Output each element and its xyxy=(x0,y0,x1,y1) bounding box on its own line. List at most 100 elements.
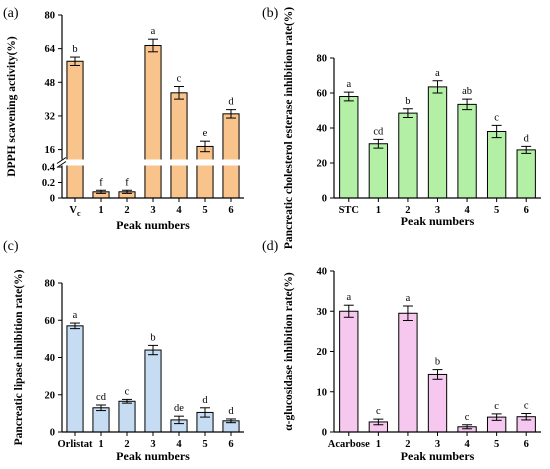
y-axis-title: Pancreatic lipase inhibition rate(%) xyxy=(13,269,25,445)
significance-label: ab xyxy=(462,86,472,97)
bar xyxy=(144,349,162,433)
x-tick-label: 6 xyxy=(524,205,529,216)
x-tick-label: STC xyxy=(339,205,359,216)
x-tick-label: 3 xyxy=(435,439,440,450)
axis-break-gap xyxy=(56,159,244,166)
significance-label: d xyxy=(228,97,234,108)
x-axis-title: Peak numbers xyxy=(116,218,190,232)
panel-letter: (a) xyxy=(3,6,19,21)
y-tick-label: 0.4 xyxy=(42,163,56,174)
x-tick-label: 5 xyxy=(494,205,499,216)
y-tick-label: 80 xyxy=(45,279,56,290)
significance-label: e xyxy=(203,128,208,139)
significance-label: b xyxy=(72,44,77,55)
bar xyxy=(118,400,136,433)
bar xyxy=(398,112,418,199)
axis-break-mark xyxy=(56,157,67,164)
y-axis-title: α-glucosidase inhibition rate(%) xyxy=(283,272,295,431)
y-tick-label: 32 xyxy=(45,111,56,122)
x-tick-label: 2 xyxy=(124,205,129,216)
significance-label: c xyxy=(125,386,130,397)
y-tick-label: 20 xyxy=(317,159,328,170)
significance-label: a xyxy=(435,68,440,79)
x-tick-label: 1 xyxy=(98,205,103,216)
significance-label: a xyxy=(346,292,351,303)
x-tick-label: 4 xyxy=(176,439,182,450)
significance-label: a xyxy=(346,79,351,90)
bar xyxy=(170,92,188,199)
x-tick-label: 2 xyxy=(405,439,410,450)
x-tick-label: Orlistat xyxy=(58,439,93,450)
x-tick-label: Acarbose xyxy=(328,439,370,450)
bar xyxy=(339,310,359,433)
bar xyxy=(66,60,84,199)
y-tick-label: 0.2 xyxy=(42,178,55,189)
y-tick-label: 80 xyxy=(317,54,328,65)
panel-letter: (c) xyxy=(3,239,19,254)
bar xyxy=(368,143,389,199)
y-tick-label: 20 xyxy=(45,390,56,401)
chart-panel-a: b Vc f 1 f 2 a 3 c 4 e 5 d 6 0 0.2 0.4 16 32 48 64 80 Peak num… xyxy=(3,6,244,232)
bar xyxy=(457,103,477,199)
chart-panel-d: a Acarbose c 1 a 2 b 3 c 4 c 5 c 6 0 10 20 30 40 Peak numbe… xyxy=(262,239,541,463)
bar xyxy=(222,113,240,199)
y-tick-label: 80 xyxy=(45,11,56,22)
y-axis-title: DPPH scavening activity(%) xyxy=(6,36,18,177)
significance-label: a xyxy=(151,26,156,37)
significance-label: a xyxy=(406,293,411,304)
significance-label: c xyxy=(494,112,499,123)
y-tick-label: 16 xyxy=(45,145,56,156)
y-tick-label: 30 xyxy=(317,307,328,318)
x-tick-label: 1 xyxy=(376,205,381,216)
x-tick-label: 5 xyxy=(202,205,207,216)
significance-label: d xyxy=(228,406,234,417)
bar xyxy=(144,44,162,199)
x-tick-label: Vc xyxy=(69,205,81,218)
bar xyxy=(66,325,84,433)
x-tick-label: 4 xyxy=(464,205,470,216)
x-tick-label: 6 xyxy=(524,439,529,450)
bar xyxy=(339,96,359,199)
significance-label: c xyxy=(465,412,470,423)
significance-label: c xyxy=(376,406,381,417)
y-tick-label: 10 xyxy=(317,387,328,398)
x-tick-label: 5 xyxy=(494,439,499,450)
x-tick-label: 6 xyxy=(228,439,233,450)
significance-label: de xyxy=(174,403,184,414)
y-tick-label: 40 xyxy=(45,353,56,364)
significance-label: a xyxy=(73,310,78,321)
bar xyxy=(398,312,418,433)
y-tick-label: 48 xyxy=(45,78,56,89)
y-tick-label: 60 xyxy=(317,89,328,100)
significance-label: b xyxy=(150,332,155,343)
significance-label: c xyxy=(524,400,529,411)
bar xyxy=(196,145,214,199)
x-tick-label: 2 xyxy=(405,205,410,216)
significance-label: d xyxy=(524,133,530,144)
y-tick-label: 0 xyxy=(50,428,55,439)
significance-label: c xyxy=(177,74,182,85)
y-tick-label: 60 xyxy=(45,316,56,327)
bar xyxy=(486,131,507,199)
bar xyxy=(427,86,448,199)
x-tick-label: 1 xyxy=(376,439,381,450)
significance-label: b xyxy=(435,357,440,368)
y-axis-title: Pancreatic cholesterol esterase inhibiti… xyxy=(283,7,295,249)
x-axis-title: Peak numbers xyxy=(401,449,475,463)
significance-label: f xyxy=(99,177,103,188)
bar xyxy=(427,373,448,433)
panel-letter: (b) xyxy=(262,6,279,21)
x-tick-label: 3 xyxy=(435,205,440,216)
panel-letter: (d) xyxy=(262,239,279,254)
bar xyxy=(516,149,536,199)
y-tick-label: 40 xyxy=(317,124,328,135)
x-tick-label: 3 xyxy=(150,205,155,216)
significance-label: cd xyxy=(373,126,384,137)
significance-label: cd xyxy=(96,392,107,403)
significance-label: f xyxy=(125,177,129,188)
y-tick-label: 0 xyxy=(50,194,55,205)
x-tick-label: 6 xyxy=(228,205,233,216)
significance-label: b xyxy=(405,96,410,107)
